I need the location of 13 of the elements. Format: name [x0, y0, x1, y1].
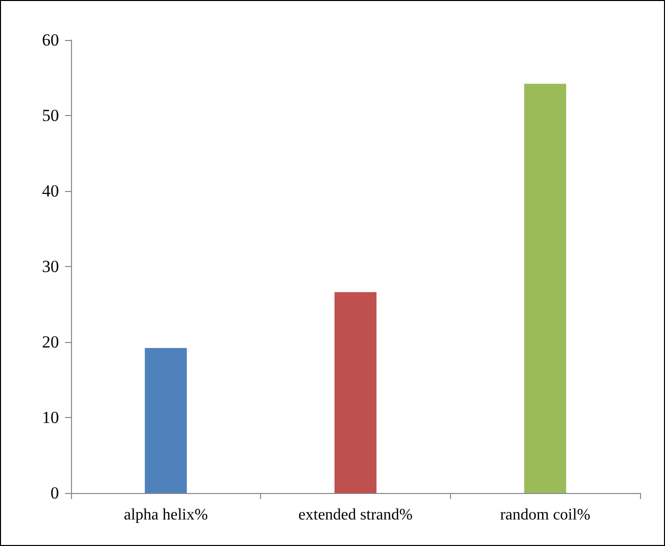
- y-tick-label: 0: [50, 484, 59, 502]
- x-tick-label: alpha helix%: [124, 506, 208, 524]
- y-tick-label: 60: [42, 30, 59, 50]
- y-tick-label: 50: [42, 106, 59, 125]
- x-tick-label: extended strand%: [298, 506, 413, 524]
- bar: [144, 348, 187, 493]
- bar: [334, 292, 376, 493]
- y-tick-label: 30: [42, 257, 59, 276]
- y-tick-label: 40: [42, 182, 59, 200]
- y-tick-label: 10: [42, 408, 59, 427]
- y-tick-label: 20: [42, 332, 59, 352]
- x-tick-label: random coil%: [500, 506, 590, 524]
- bar: [524, 84, 566, 493]
